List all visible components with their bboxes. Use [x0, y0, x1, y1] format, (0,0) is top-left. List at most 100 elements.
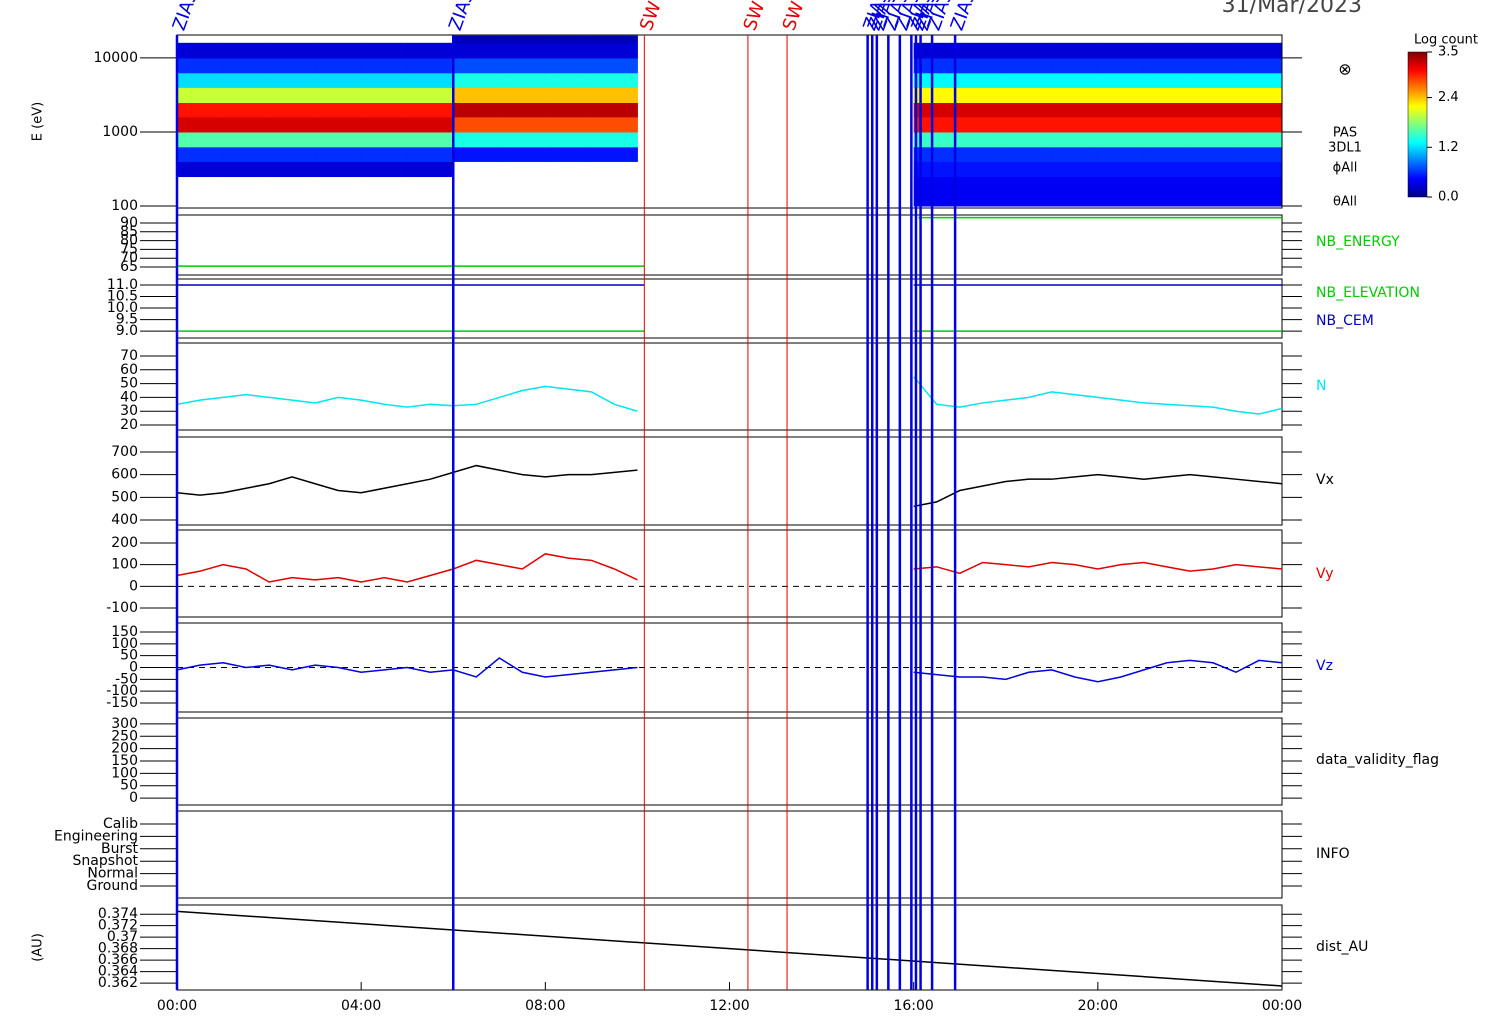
y-tick-label: -100: [106, 683, 138, 699]
heatmap-cell: [1143, 146, 1191, 162]
heatmap-cell: [913, 102, 961, 118]
y-category-label: Engineering: [54, 828, 138, 844]
panel-frame: [176, 278, 1283, 339]
heatmap-cell: [1005, 42, 1053, 59]
y-tick-label: 100: [111, 198, 138, 214]
y-tick-label: 70: [120, 348, 138, 364]
heatmap-cell: [1005, 146, 1053, 162]
y-tick-label: 100: [111, 765, 138, 781]
heatmap-cell: [223, 146, 270, 162]
heatmap-cell: [315, 72, 362, 88]
heatmap-cell: [223, 57, 270, 74]
heatmap-cell: [1051, 161, 1099, 178]
y-category-label: Snapshot: [73, 853, 139, 869]
heatmap-cell: [959, 190, 1007, 207]
heatmap-cell: [1097, 190, 1145, 207]
heatmap-cell: [269, 146, 316, 162]
y-tick-label: 0: [129, 660, 138, 676]
heatmap-cell: [269, 161, 316, 178]
heatmap-cell: [959, 57, 1007, 74]
heatmap-cell: [315, 102, 362, 118]
heatmap-cell: [1189, 57, 1237, 74]
heatmap-cell: [1051, 131, 1099, 148]
y-tick-label: 60: [120, 362, 138, 378]
y-axis-label: (AU): [31, 933, 46, 962]
heatmap-cell: [1097, 42, 1145, 59]
heatmap-cell: [453, 35, 500, 44]
heatmap-cell: [269, 72, 316, 88]
heatmap-cell: [1051, 190, 1099, 207]
heatmap-cell: [1005, 116, 1053, 133]
heatmap-cell: [591, 102, 638, 118]
heatmap-cell: [591, 57, 638, 74]
heatmap-cell: [407, 42, 454, 59]
heatmap-cell: [1189, 42, 1237, 59]
heatmap-cell: [959, 116, 1007, 133]
heatmap-cell: [1097, 102, 1145, 118]
heatmap-cell: [1235, 190, 1283, 207]
heatmap-cell: [177, 72, 224, 88]
heatmap-cell: [1005, 57, 1053, 74]
heatmap-cell: [1189, 116, 1237, 133]
symbol: ⊗: [1338, 60, 1351, 79]
series-line: [176, 385, 638, 412]
y-tick-label: 400: [111, 512, 138, 528]
heatmap-cell: [545, 87, 592, 104]
heatmap-cell: [913, 116, 961, 133]
heatmap-cell: [591, 146, 638, 162]
series-name: Vx: [1316, 472, 1334, 488]
heatmap-cell: [499, 146, 546, 162]
heatmap-cell: [959, 102, 1007, 118]
series-line: [913, 473, 1283, 508]
heatmap-cell: [545, 146, 592, 162]
y-tick-label: 9.0: [116, 323, 138, 339]
y-category-label: Ground: [87, 878, 139, 894]
heatmap-cell: [499, 87, 546, 104]
series-name: NB_CEM: [1316, 313, 1374, 329]
heatmap-cell: [1097, 57, 1145, 74]
heatmap-cell: [315, 87, 362, 104]
series-line: [176, 464, 638, 496]
series-name: dist_AU: [1316, 939, 1368, 955]
y-tick-label: 90: [120, 215, 138, 231]
colorbar-title: Log count: [1414, 33, 1478, 48]
y-tick-label: 11.0: [107, 277, 138, 293]
heatmap-cell: [1005, 102, 1053, 118]
heatmap-cell: [1051, 116, 1099, 133]
heatmap-cell: [959, 176, 1007, 192]
x-tick-label: 00:00: [1262, 998, 1302, 1014]
heatmap-cell: [545, 102, 592, 118]
heatmap-cell: [407, 161, 454, 178]
heatmap-cell: [591, 116, 638, 133]
heatmap-cell: [1005, 161, 1053, 178]
heatmap-cell: [1143, 161, 1191, 178]
y-tick-label: 100: [111, 636, 138, 652]
y-tick-label: 250: [111, 728, 138, 744]
heatmap-cell: [1189, 176, 1237, 192]
heatmap-cell: [223, 42, 270, 59]
heatmap-cell: [453, 116, 500, 133]
heatmap-cell: [591, 87, 638, 104]
heatmap-cell: [959, 161, 1007, 178]
heatmap-cell: [913, 87, 961, 104]
heatmap-cell: [1143, 176, 1191, 192]
heatmap-cell: [1235, 87, 1283, 104]
heatmap-cell: [1235, 161, 1283, 178]
heatmap-cell: [1097, 87, 1145, 104]
heatmap-cell: [177, 57, 224, 74]
side-label: 3DL1: [1328, 141, 1362, 156]
heatmap-cell: [499, 57, 546, 74]
heatmap-cell: [1005, 176, 1053, 192]
heatmap-cell: [959, 42, 1007, 59]
heatmap-cell: [591, 131, 638, 148]
heatmap-cell: [315, 131, 362, 148]
heatmap-cell: [1051, 102, 1099, 118]
heatmap-cell: [1143, 42, 1191, 59]
y-tick-label: 50: [120, 376, 138, 392]
y-tick-label: 65: [120, 259, 138, 275]
event-label: SW: [779, 0, 809, 33]
heatmap-cell: [315, 57, 362, 74]
heatmap-cell: [545, 72, 592, 88]
heatmap-cell: [361, 57, 408, 74]
